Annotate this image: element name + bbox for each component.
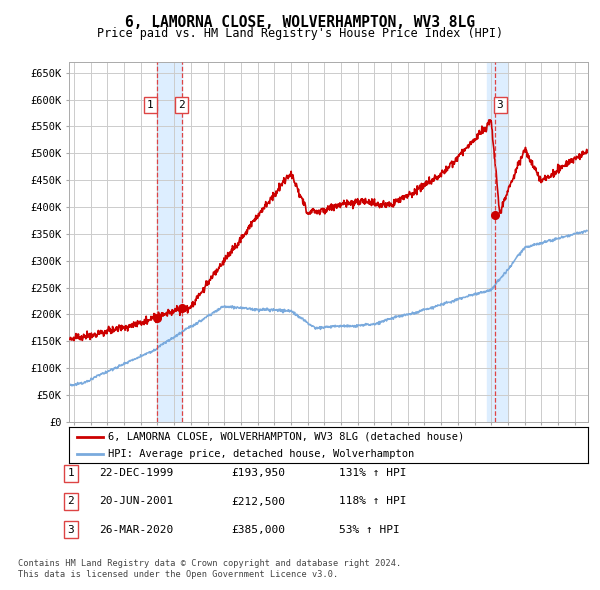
Text: Price paid vs. HM Land Registry's House Price Index (HPI): Price paid vs. HM Land Registry's House …: [97, 27, 503, 40]
Text: HPI: Average price, detached house, Wolverhampton: HPI: Average price, detached house, Wolv…: [108, 448, 414, 458]
Text: 3: 3: [497, 100, 503, 110]
Text: 1: 1: [67, 468, 74, 478]
Text: 1: 1: [147, 100, 154, 110]
Text: 2: 2: [67, 497, 74, 506]
Bar: [157, 62, 182, 422]
Text: £385,000: £385,000: [231, 525, 285, 535]
Text: 53% ↑ HPI: 53% ↑ HPI: [339, 525, 400, 535]
Text: 6, LAMORNA CLOSE, WOLVERHAMPTON, WV3 8LG (detached house): 6, LAMORNA CLOSE, WOLVERHAMPTON, WV3 8LG…: [108, 432, 464, 442]
Text: 2: 2: [178, 100, 185, 110]
Text: Contains HM Land Registry data © Crown copyright and database right 2024.: Contains HM Land Registry data © Crown c…: [18, 559, 401, 568]
Text: 26-MAR-2020: 26-MAR-2020: [99, 525, 173, 535]
Bar: [487, 62, 508, 422]
Text: 22-DEC-1999: 22-DEC-1999: [99, 468, 173, 478]
Text: 131% ↑ HPI: 131% ↑ HPI: [339, 468, 407, 478]
Text: 6, LAMORNA CLOSE, WOLVERHAMPTON, WV3 8LG: 6, LAMORNA CLOSE, WOLVERHAMPTON, WV3 8LG: [125, 15, 475, 30]
Text: £193,950: £193,950: [231, 468, 285, 478]
Text: 118% ↑ HPI: 118% ↑ HPI: [339, 497, 407, 506]
Text: 20-JUN-2001: 20-JUN-2001: [99, 497, 173, 506]
Text: £212,500: £212,500: [231, 497, 285, 506]
Text: This data is licensed under the Open Government Licence v3.0.: This data is licensed under the Open Gov…: [18, 571, 338, 579]
Text: 3: 3: [67, 525, 74, 535]
